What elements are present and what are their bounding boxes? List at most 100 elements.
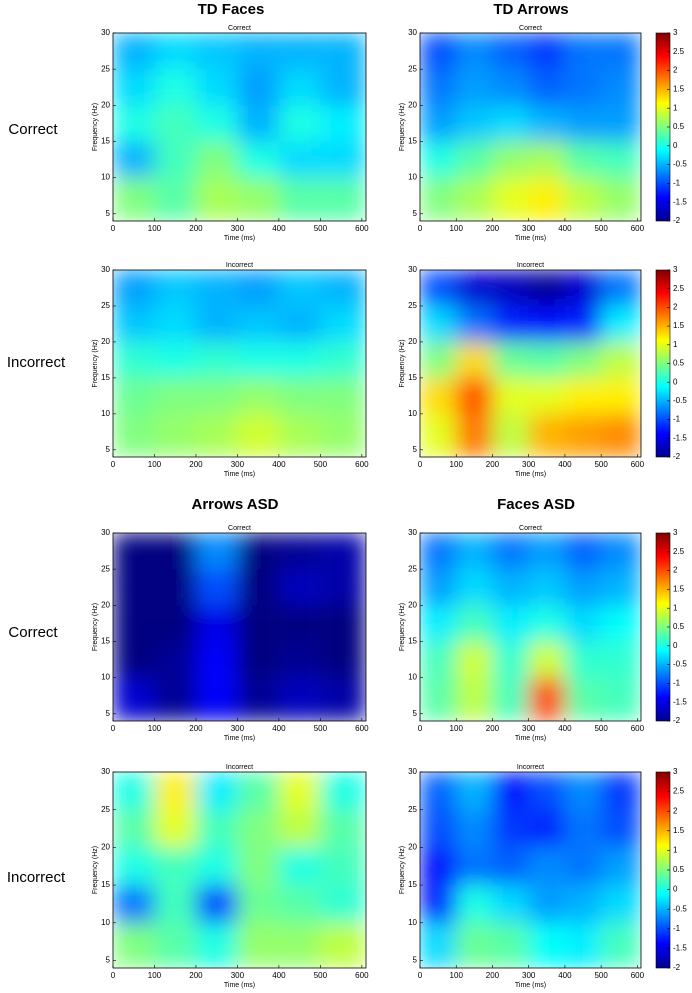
- heatmap-cell: [320, 641, 366, 678]
- colorbar-tick-label: 1.5: [673, 321, 685, 330]
- heatmap-cell: [278, 33, 321, 70]
- x-tick-label: 100: [450, 460, 464, 469]
- x-tick-label: 0: [111, 460, 116, 469]
- heatmap-cell: [420, 377, 457, 414]
- heatmap-cell: [420, 847, 457, 886]
- heatmap-cell: [278, 377, 321, 414]
- x-tick-label: 0: [418, 460, 423, 469]
- heatmap-cell: [278, 413, 321, 457]
- heatmap-cell: [113, 809, 155, 848]
- heatmap-cell: [420, 270, 457, 306]
- heatmap-cell: [564, 677, 602, 721]
- x-tick-label: 300: [522, 224, 536, 233]
- heatmap-cell: [528, 69, 565, 106]
- heatmap-cell: [154, 605, 196, 642]
- x-axis-label: Time (ms): [224, 235, 255, 242]
- heatmap-cell: [320, 677, 366, 721]
- y-tick-label: 30: [408, 767, 417, 776]
- heatmap-cell: [195, 105, 238, 142]
- colorbar-tick-label: 0: [673, 641, 678, 650]
- heatmap-cell: [601, 105, 641, 142]
- x-tick-label: 100: [148, 460, 162, 469]
- heatmap-cell: [278, 69, 321, 106]
- y-tick-label: 25: [408, 64, 417, 73]
- y-tick-label: 15: [101, 373, 110, 382]
- heatmap-cell: [320, 847, 366, 886]
- heatmap-cell: [195, 377, 238, 414]
- y-tick-label: 20: [408, 337, 417, 346]
- y-tick-label: 10: [408, 918, 417, 927]
- y-tick-label: 5: [106, 445, 111, 454]
- heatmap-cell: [456, 569, 493, 606]
- heatmap-cell: [492, 413, 529, 457]
- heatmap-cell: [154, 809, 196, 848]
- heatmap-cell: [420, 141, 457, 178]
- panel-title: Correct: [228, 25, 251, 32]
- y-tick-label: 25: [101, 564, 110, 573]
- heatmap-cell: [420, 641, 457, 678]
- heatmap-cell: [278, 605, 321, 642]
- y-tick-label: 5: [106, 956, 111, 965]
- heatmap-cell: [113, 413, 155, 457]
- heatmap: [420, 533, 641, 721]
- x-tick-label: 300: [231, 724, 245, 733]
- x-tick-label: 400: [558, 460, 572, 469]
- x-tick-label: 400: [272, 724, 286, 733]
- x-tick-label: 300: [522, 971, 536, 980]
- y-tick-label: 30: [408, 28, 417, 37]
- x-tick-label: 100: [450, 224, 464, 233]
- heatmap-cell: [113, 69, 155, 106]
- heatmap-cell: [237, 809, 279, 848]
- colorbar-tick-label: -0.5: [673, 396, 687, 405]
- colorbar-tick-label: 0.5: [673, 865, 685, 874]
- y-tick-label: 30: [408, 528, 417, 537]
- heatmap-cell: [601, 69, 641, 106]
- heatmap-cell: [320, 341, 366, 378]
- heatmap-cell: [492, 885, 529, 923]
- heatmap-cell: [154, 413, 196, 457]
- heatmap-cell: [456, 605, 493, 642]
- colorbar-tick-label: -1: [673, 924, 681, 933]
- x-tick-label: 300: [231, 460, 245, 469]
- heatmap-cell: [528, 677, 565, 721]
- heatmap-cell: [154, 69, 196, 106]
- heatmap-cell: [528, 270, 565, 306]
- heatmap-cell: [492, 341, 529, 378]
- x-tick-label: 200: [189, 460, 203, 469]
- x-axis-label: Time (ms): [515, 471, 546, 478]
- heatmap-cell: [113, 569, 155, 606]
- group-title: TD Arrows: [493, 1, 568, 18]
- heatmap-cell: [420, 177, 457, 221]
- heatmap-cell: [320, 105, 366, 142]
- heatmap-cell: [154, 885, 196, 923]
- heatmap-cell: [237, 33, 279, 70]
- heatmap-cell: [278, 809, 321, 848]
- heatmap-cell: [601, 377, 641, 414]
- heatmap-cell: [237, 69, 279, 106]
- heatmap-cell: [195, 69, 238, 106]
- y-tick-label: 10: [408, 409, 417, 418]
- colorbar-tick-label: -1.5: [673, 433, 687, 442]
- heatmap-cell: [237, 922, 279, 968]
- heatmap-cell: [492, 641, 529, 678]
- y-tick-label: 25: [101, 805, 110, 814]
- y-tick-label: 15: [408, 137, 417, 146]
- y-tick-label: 20: [101, 600, 110, 609]
- panel-title: Incorrect: [517, 764, 544, 771]
- heatmap: [113, 772, 366, 968]
- x-tick-label: 300: [522, 460, 536, 469]
- x-tick-label: 200: [189, 224, 203, 233]
- heatmap-cell: [528, 177, 565, 221]
- heatmap-cell: [195, 605, 238, 642]
- heatmap-cell: [420, 69, 457, 106]
- heatmap-cell: [113, 177, 155, 221]
- heatmap-cell: [601, 141, 641, 178]
- plot-frame: [112, 269, 367, 458]
- panel-title: Correct: [519, 25, 542, 32]
- heatmap-cell: [154, 270, 196, 306]
- x-tick-label: 100: [148, 224, 162, 233]
- y-tick-label: 10: [101, 173, 110, 182]
- colorbar-tick-label: -1: [673, 415, 681, 424]
- heatmap-cell: [154, 377, 196, 414]
- row-label: Incorrect: [7, 869, 66, 886]
